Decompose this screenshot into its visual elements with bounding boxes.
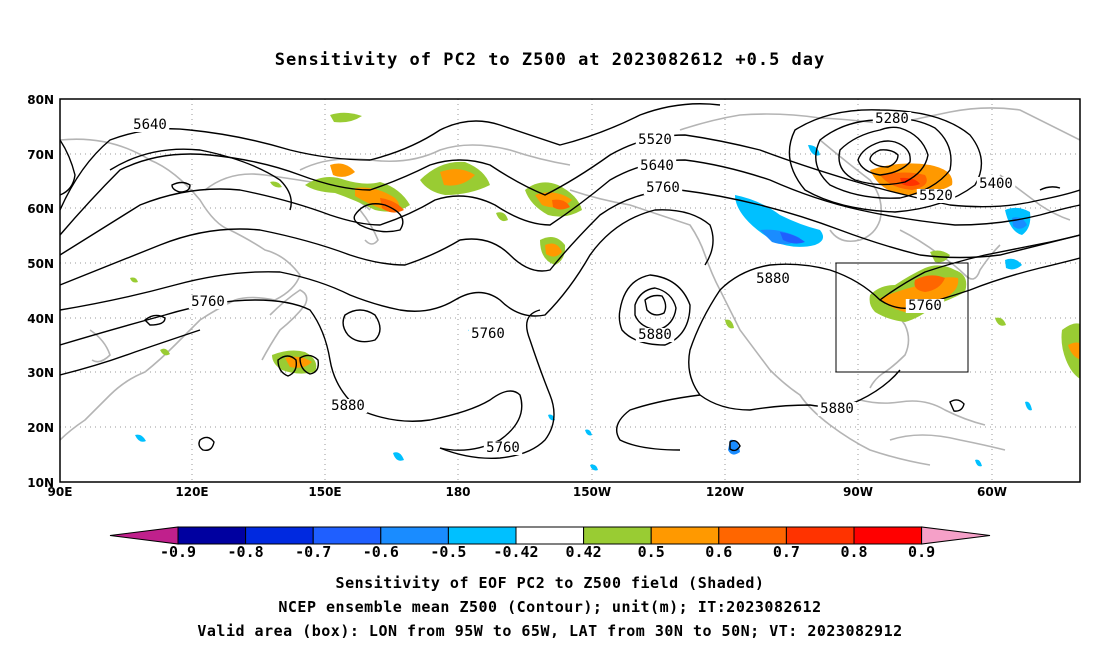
lon-tick: 60W <box>977 485 1007 499</box>
map-title: Sensitivity of PC2 to Z500 at 2023082612… <box>274 50 826 70</box>
contour-label-bg <box>916 189 956 203</box>
colorbar-segment <box>853 526 923 545</box>
contour-label-bg <box>753 272 793 286</box>
contour-label: 5760 <box>486 440 520 456</box>
caption-line-3: Valid area (box): LON from 95W to 65W, L… <box>197 622 903 640</box>
contour-label-bg <box>328 399 368 413</box>
contour-label: 5880 <box>638 327 672 343</box>
caption-line-2: NCEP ensemble mean Z500 (Contour); unit(… <box>278 598 822 616</box>
colorbar-segment <box>380 526 449 545</box>
lat-axis-labels: 80N 70N 60N 50N 40N 30N 20N 10N <box>27 93 54 490</box>
colorbar-segment <box>718 526 787 545</box>
lat-tick: 60N <box>27 202 54 216</box>
contour-label: 5280 <box>875 111 909 127</box>
contour-label: 5640 <box>640 158 674 174</box>
contour-label-bg <box>483 441 523 455</box>
contour-label-bg <box>872 112 912 126</box>
colorbar-segment <box>177 526 247 545</box>
colorbar-low-extend <box>109 526 179 545</box>
map-frame <box>59 98 1081 483</box>
lat-tick: 10N <box>27 476 54 490</box>
lon-tick: 150E <box>308 485 341 499</box>
contour-label: 5520 <box>638 132 672 148</box>
lat-tick: 40N <box>27 312 54 326</box>
contour-label: 5760 <box>646 180 680 196</box>
contour-label: 5880 <box>820 401 854 417</box>
colorbar-label: -0.42 <box>493 543 538 561</box>
valid-area-box <box>835 262 969 373</box>
contour-label: 5880 <box>331 398 365 414</box>
colorbar-label: 0.8 <box>840 543 867 561</box>
sensitivity-shading <box>130 112 1080 471</box>
colorbar-segment <box>447 526 517 545</box>
contour-label: 5760 <box>908 298 942 314</box>
lon-tick: 180 <box>445 485 470 499</box>
colorbar-label: -0.7 <box>295 543 331 561</box>
lat-tick: 70N <box>27 148 54 162</box>
colorbar-label: -0.6 <box>363 543 399 561</box>
colorbar-label: -0.9 <box>160 543 196 561</box>
colorbar-segment <box>583 526 652 545</box>
lon-axis-labels: 90E 120E 150E 180 150W 120W 90W 60W <box>48 485 1007 499</box>
colorbar-label: -0.5 <box>430 543 466 561</box>
contour-label: 5400 <box>979 176 1013 192</box>
contour-label-bg <box>130 118 170 132</box>
colorbar-segment <box>245 526 314 545</box>
contour-label-bg <box>905 299 945 313</box>
lon-tick: 90E <box>48 485 73 499</box>
contour-label: 5760 <box>471 326 505 342</box>
colorbar-high-extend <box>921 526 991 545</box>
lat-tick: 50N <box>27 257 54 271</box>
lat-tick: 20N <box>27 421 54 435</box>
colorbar-segment <box>515 526 585 545</box>
lat-tick: 80N <box>27 93 54 107</box>
lon-tick: 120E <box>175 485 208 499</box>
colorbar-label: 0.42 <box>566 543 602 561</box>
colorbar-segment <box>312 526 382 545</box>
lat-tick: 30N <box>27 366 54 380</box>
contour-label: 5880 <box>756 271 790 287</box>
colorbar: -0.9 -0.8 -0.7 -0.6 -0.5 -0.42 0.42 0.5 0.6 0.7 0.… <box>109 526 991 561</box>
contour-label-bg <box>635 328 675 342</box>
colorbar-label: 0.9 <box>908 543 935 561</box>
colorbar-label: 0.6 <box>705 543 732 561</box>
lon-tick: 120W <box>706 485 744 499</box>
contour-label: 5520 <box>919 188 953 204</box>
contour-label-bg <box>817 402 857 416</box>
contour-labels: 5640 5520 5640 5760 5280 5400 5520 5880 5760 5760… <box>130 111 1016 456</box>
contour-label-bg <box>976 177 1016 191</box>
coastlines <box>60 107 1080 466</box>
contour-label-bg <box>188 295 228 309</box>
contour-label: 5760 <box>191 294 225 310</box>
lon-tick: 150W <box>573 485 611 499</box>
colorbar-segment <box>785 526 855 545</box>
colorbar-segment <box>650 526 720 545</box>
contour-label-bg <box>637 159 677 173</box>
lon-tick: 90W <box>843 485 873 499</box>
colorbar-label: -0.8 <box>228 543 264 561</box>
contour-label: 5640 <box>133 117 167 133</box>
contour-label-bg <box>643 181 683 195</box>
caption-line-1: Sensitivity of EOF PC2 to Z500 field (Sh… <box>335 574 765 592</box>
contour-label-bg <box>635 133 675 147</box>
contour-label-bg <box>468 327 508 341</box>
colorbar-label: 0.5 <box>638 543 665 561</box>
colorbar-label: 0.7 <box>773 543 800 561</box>
